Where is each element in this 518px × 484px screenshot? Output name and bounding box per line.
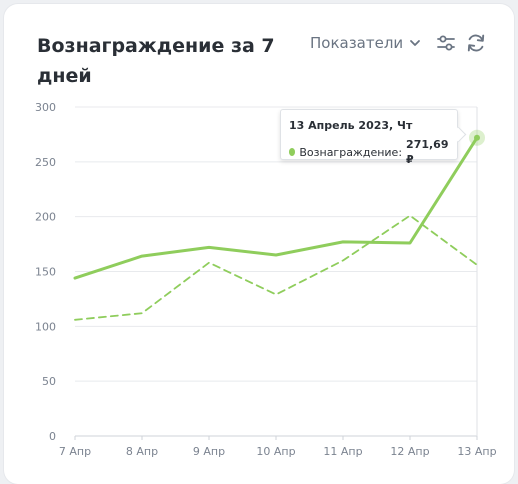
chevron-down-icon: [410, 40, 421, 46]
metrics-dropdown[interactable]: Показатели: [310, 34, 421, 52]
x-tick-label: 13 Апр: [457, 445, 496, 458]
tooltip-series-label: Вознаграждение:: [299, 145, 403, 159]
reward-series-line: [73, 136, 479, 280]
y-tick-label: 300: [35, 101, 56, 114]
x-tick-label: 8 Апр: [126, 445, 158, 458]
tooltip-value: 271,69 ₽: [406, 138, 449, 166]
tooltip-date: 13 Апрель 2023, Чт: [289, 119, 413, 132]
y-tick-label: 0: [49, 430, 56, 443]
x-tick-label: 9 Апр: [193, 445, 225, 458]
y-tick-label: 250: [35, 156, 56, 169]
x-tick-label: 10 Апр: [256, 445, 295, 458]
y-tick-label: 200: [35, 211, 56, 224]
comparison-series-line: [74, 214, 478, 321]
card-title: Вознаграждение за 7 дней: [37, 35, 275, 87]
reward-line-chart: 0 50 100 150 200 250 300 7 Апр 8 Апр 9 Апр 10 Апр 1…: [35, 101, 497, 458]
tooltip-row: Вознаграждение: 271,69 ₽: [289, 137, 449, 167]
series-dot-icon: [289, 148, 296, 156]
y-tick-label: 50: [42, 375, 56, 388]
x-tick-label: 12 Апр: [390, 445, 429, 458]
y-tick-label: 100: [35, 320, 56, 333]
x-tick-label: 7 Апр: [59, 445, 91, 458]
hover-point: [474, 134, 480, 141]
refresh-icon[interactable]: [465, 32, 487, 54]
card-controls: Показатели: [310, 32, 487, 54]
y-tick-label: 150: [35, 266, 56, 279]
reward-card: Вознаграждение за 7 дней: [4, 4, 514, 484]
metrics-dropdown-label: Показатели: [310, 34, 404, 52]
chart-tooltip: 13 Апрель 2023, Чт Вознаграждение: 271,6…: [280, 109, 458, 166]
x-tick-label: 11 Апр: [323, 445, 362, 458]
sliders-icon[interactable]: [435, 32, 457, 54]
